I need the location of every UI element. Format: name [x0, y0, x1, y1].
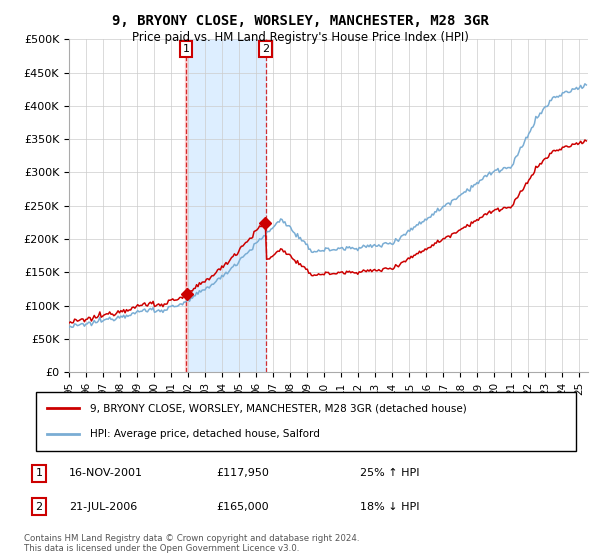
Bar	[186, 39, 266, 372]
Text: 25% ↑ HPI: 25% ↑ HPI	[360, 468, 419, 478]
Text: 2: 2	[262, 44, 269, 54]
Text: 1: 1	[35, 468, 43, 478]
Text: £117,950: £117,950	[216, 468, 269, 478]
Text: £165,000: £165,000	[216, 502, 269, 512]
Text: 9, BRYONY CLOSE, WORSLEY, MANCHESTER, M28 3GR (detached house): 9, BRYONY CLOSE, WORSLEY, MANCHESTER, M2…	[90, 403, 467, 413]
Text: 9, BRYONY CLOSE, WORSLEY, MANCHESTER, M28 3GR: 9, BRYONY CLOSE, WORSLEY, MANCHESTER, M2…	[112, 14, 488, 28]
Text: Contains HM Land Registry data © Crown copyright and database right 2024.
This d: Contains HM Land Registry data © Crown c…	[24, 534, 359, 553]
FancyBboxPatch shape	[36, 392, 576, 451]
Text: 1: 1	[182, 44, 190, 54]
Text: 2: 2	[35, 502, 43, 512]
Text: 16-NOV-2001: 16-NOV-2001	[69, 468, 143, 478]
Text: 21-JUL-2006: 21-JUL-2006	[69, 502, 137, 512]
Bar	[185, 39, 187, 372]
Text: Price paid vs. HM Land Registry's House Price Index (HPI): Price paid vs. HM Land Registry's House …	[131, 31, 469, 44]
Text: HPI: Average price, detached house, Salford: HPI: Average price, detached house, Salf…	[90, 430, 320, 440]
Text: 18% ↓ HPI: 18% ↓ HPI	[360, 502, 419, 512]
